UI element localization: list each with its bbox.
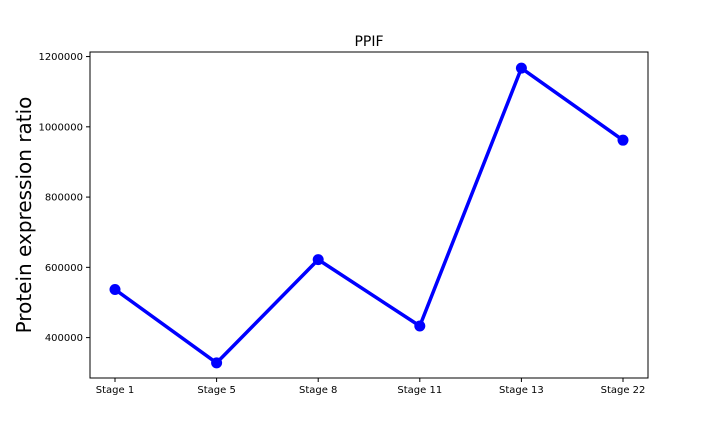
x-axis: Stage 1 Stage 5 Stage 8 Stage 11 Stage 13 Sta… [96, 378, 646, 396]
y-tick-label: 800000 [45, 193, 83, 204]
plot-area [89, 51, 649, 379]
y-tick-label: 600000 [45, 263, 83, 274]
x-tick-label: Stage 13 [499, 385, 544, 396]
data-point [312, 254, 324, 266]
x-tick-label: Stage 5 [197, 385, 235, 396]
y-axis-label: Protein expression ratio [12, 97, 36, 334]
y-axis: 400000 600000 800000 1000000 1200000 [38, 52, 90, 344]
x-tick-label: Stage 8 [299, 385, 337, 396]
series-layer [109, 62, 629, 369]
data-point [211, 357, 223, 369]
y-tick-label: 400000 [45, 333, 83, 344]
series-line [113, 66, 625, 365]
data-point [109, 283, 121, 295]
x-tick-label: Stage 11 [397, 385, 442, 396]
y-tick-label: 1000000 [38, 122, 83, 133]
data-point [515, 62, 527, 74]
data-point [617, 134, 629, 146]
x-tick-label: Stage 22 [601, 385, 646, 396]
y-tick-label: 1200000 [38, 52, 83, 63]
data-point [414, 320, 426, 332]
chart-title: PPIF [354, 34, 383, 50]
x-tick-label: Stage 1 [96, 385, 134, 396]
